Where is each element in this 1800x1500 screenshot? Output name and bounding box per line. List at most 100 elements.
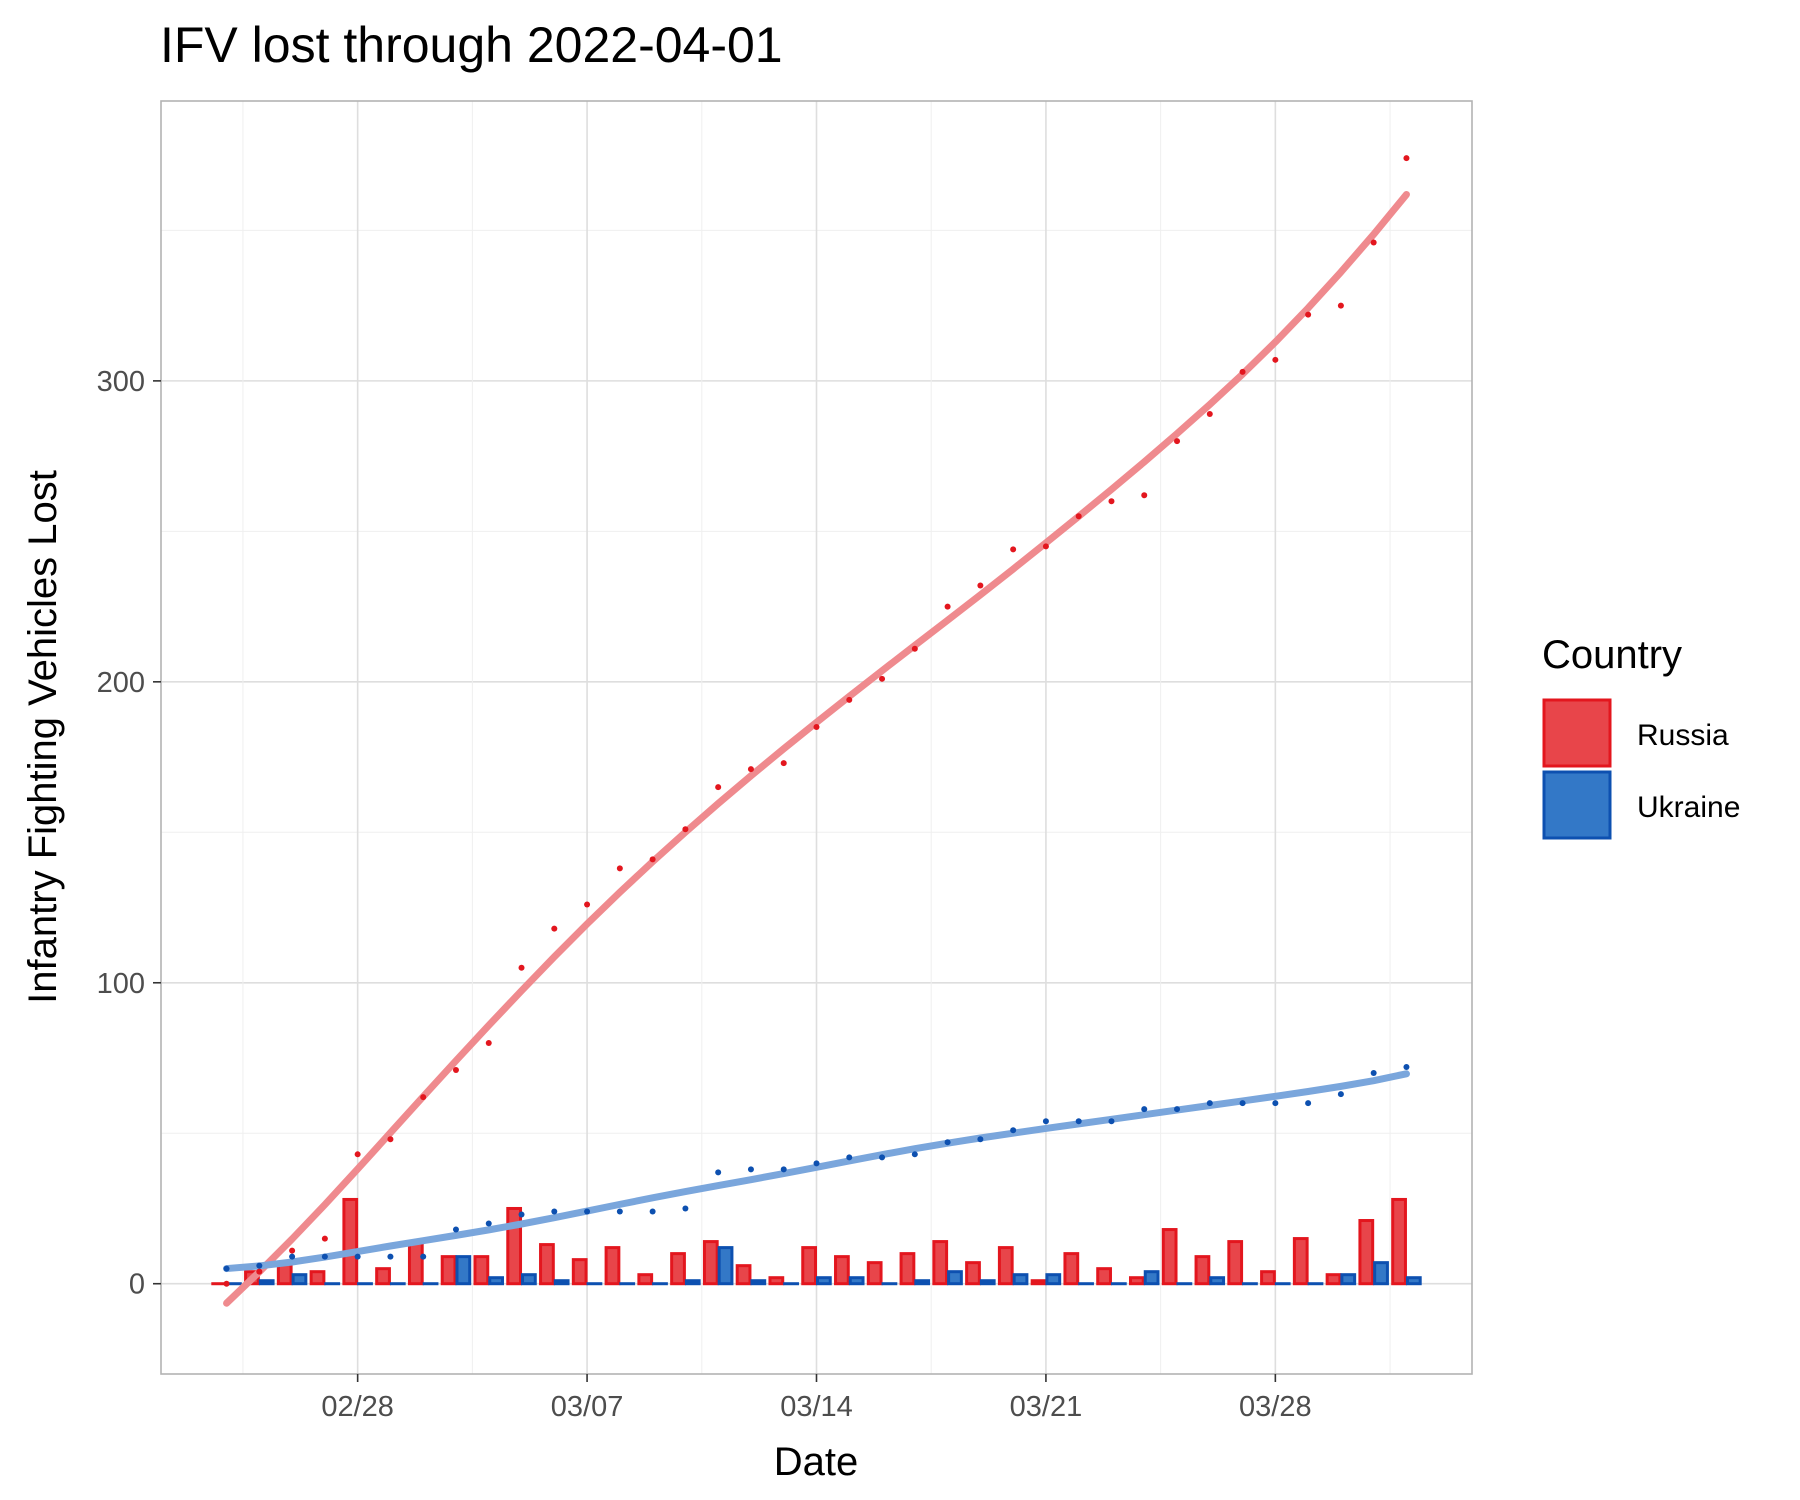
point-ukraine bbox=[223, 1265, 230, 1272]
point-russia bbox=[1108, 498, 1115, 505]
bar-russia bbox=[309, 1270, 326, 1286]
point-ukraine bbox=[1010, 1127, 1017, 1134]
point-russia bbox=[715, 784, 722, 791]
point-ukraine bbox=[1075, 1118, 1082, 1125]
bar-ukraine bbox=[258, 1279, 275, 1286]
legend-title: Country bbox=[1542, 633, 1682, 677]
x-tick-label: 03/14 bbox=[780, 1391, 853, 1423]
point-russia bbox=[977, 582, 984, 589]
point-russia bbox=[1239, 368, 1246, 375]
point-ukraine bbox=[616, 1208, 623, 1215]
bar-russia bbox=[473, 1255, 490, 1286]
point-ukraine bbox=[1370, 1070, 1377, 1077]
bar-russia bbox=[834, 1255, 850, 1286]
bar-russia bbox=[768, 1276, 785, 1286]
point-ukraine bbox=[485, 1220, 492, 1227]
bar-russia bbox=[1358, 1219, 1375, 1286]
point-russia bbox=[420, 1094, 427, 1101]
point-russia bbox=[616, 865, 623, 872]
point-ukraine bbox=[715, 1169, 722, 1176]
point-ukraine bbox=[354, 1253, 361, 1260]
bar-russia bbox=[1063, 1252, 1080, 1286]
bar-russia bbox=[702, 1240, 719, 1286]
grid-layer bbox=[161, 101, 1472, 1374]
bar-ukraine bbox=[947, 1270, 963, 1286]
point-ukraine bbox=[846, 1154, 853, 1161]
point-ukraine bbox=[1305, 1100, 1312, 1107]
point-ukraine bbox=[1403, 1064, 1410, 1071]
y-tick-label: 300 bbox=[97, 366, 145, 398]
point-russia bbox=[256, 1268, 263, 1275]
point-russia bbox=[1206, 410, 1213, 417]
point-ukraine bbox=[944, 1139, 951, 1146]
point-ukraine bbox=[747, 1166, 754, 1173]
point-ukraine bbox=[289, 1253, 296, 1260]
x-tick-label: 03/07 bbox=[551, 1391, 624, 1423]
point-russia bbox=[879, 675, 886, 682]
chart-title: IFV lost through 2022-04-01 bbox=[160, 17, 783, 73]
bar-russia bbox=[997, 1246, 1014, 1286]
point-ukraine bbox=[682, 1205, 689, 1212]
bar-ukraine bbox=[1340, 1273, 1357, 1286]
point-russia bbox=[387, 1136, 394, 1143]
point-russia bbox=[1075, 513, 1082, 520]
bar-ukraine bbox=[1143, 1270, 1160, 1286]
bar-ukraine bbox=[488, 1276, 504, 1286]
bar-russia bbox=[899, 1252, 916, 1286]
point-ukraine bbox=[584, 1208, 591, 1215]
bar-ukraine bbox=[291, 1273, 308, 1286]
x-tick-label: 02/28 bbox=[321, 1391, 394, 1423]
bar-ukraine bbox=[1012, 1273, 1029, 1286]
point-russia bbox=[354, 1151, 361, 1158]
point-russia bbox=[452, 1067, 459, 1074]
point-ukraine bbox=[518, 1211, 525, 1218]
bar-russia bbox=[1030, 1279, 1047, 1286]
bar-russia bbox=[801, 1246, 817, 1286]
point-russia bbox=[780, 760, 787, 767]
point-ukraine bbox=[387, 1253, 394, 1260]
bar-russia bbox=[375, 1267, 391, 1286]
bar-russia bbox=[506, 1206, 523, 1286]
point-ukraine bbox=[321, 1253, 328, 1260]
point-russia bbox=[747, 766, 754, 773]
bar-russia bbox=[440, 1255, 457, 1286]
point-ukraine bbox=[1141, 1106, 1148, 1113]
point-russia bbox=[911, 645, 918, 652]
bar-russia bbox=[637, 1273, 654, 1286]
point-russia bbox=[1337, 302, 1344, 309]
x-axis-title: Date bbox=[774, 1440, 859, 1484]
point-ukraine bbox=[649, 1208, 656, 1215]
bar-ukraine bbox=[750, 1279, 767, 1286]
bar-russia bbox=[670, 1252, 686, 1286]
legend-label-russia: Russia bbox=[1637, 719, 1729, 752]
points-layer bbox=[223, 155, 1410, 1287]
bar-russia bbox=[1391, 1197, 1407, 1286]
point-russia bbox=[551, 925, 558, 932]
point-russia bbox=[584, 901, 591, 908]
bar-ukraine bbox=[684, 1279, 701, 1286]
point-russia bbox=[813, 723, 820, 730]
bar-ukraine bbox=[521, 1273, 537, 1286]
legend-swatch-russia bbox=[1542, 698, 1612, 768]
bar-russia bbox=[1325, 1273, 1342, 1286]
y-axis: 0 100 200 300 bbox=[97, 366, 161, 1301]
bar-russia bbox=[1129, 1276, 1145, 1286]
point-russia bbox=[682, 826, 689, 833]
bar-russia bbox=[1292, 1237, 1309, 1286]
point-russia bbox=[649, 856, 656, 863]
point-ukraine bbox=[1206, 1100, 1213, 1107]
bar-russia bbox=[1227, 1240, 1244, 1286]
point-ukraine bbox=[1108, 1118, 1115, 1125]
bar-russia bbox=[1260, 1270, 1276, 1286]
bar-ukraine bbox=[553, 1279, 570, 1286]
point-russia bbox=[1141, 492, 1148, 499]
point-russia bbox=[846, 696, 853, 703]
bar-ukraine bbox=[1045, 1273, 1062, 1286]
point-russia bbox=[944, 603, 951, 610]
point-ukraine bbox=[879, 1154, 886, 1161]
bar-russia bbox=[1096, 1267, 1112, 1286]
y-tick-label: 0 bbox=[129, 1269, 145, 1301]
point-russia bbox=[1370, 239, 1377, 246]
bar-russia bbox=[539, 1243, 555, 1286]
legend-swatch-ukraine bbox=[1542, 770, 1612, 840]
